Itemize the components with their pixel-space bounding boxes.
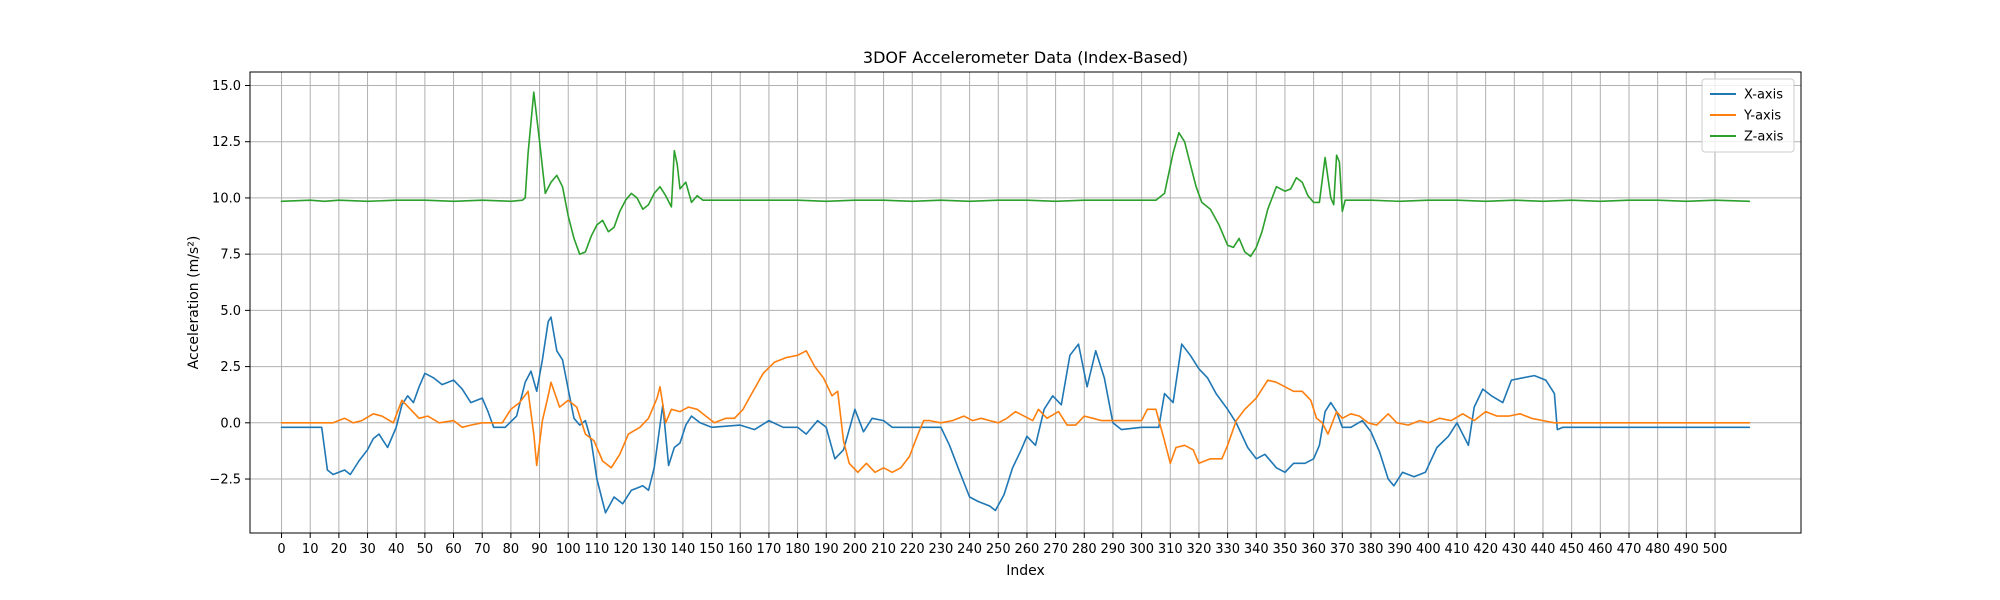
y-tick-label: 0.0	[220, 416, 241, 431]
x-tick-label: 400	[1416, 542, 1441, 557]
x-tick-label: 230	[929, 542, 954, 557]
x-tick-label: 40	[388, 542, 405, 557]
x-tick-label: 500	[1703, 542, 1728, 557]
x-axis-label: Index	[1006, 563, 1045, 579]
x-tick-label: 30	[359, 542, 376, 557]
x-tick-label: 170	[756, 542, 781, 557]
x-axis-ticks: 0 10 20 30 40 50 60 70 80 90 100 110 120 130 140 150 160…	[277, 533, 1727, 557]
y-axis-label: Acceleration (m/s²)	[186, 236, 202, 370]
x-tick-label: 410	[1445, 542, 1470, 557]
series-line-y-axis	[280, 350, 1751, 474]
legend-box	[1701, 78, 1795, 153]
x-tick-label: 180	[785, 542, 810, 557]
x-tick-label: 430	[1502, 542, 1527, 557]
y-tick-label: 7.5	[220, 248, 241, 263]
x-tick-label: 220	[900, 542, 925, 557]
x-tick-label: 150	[699, 542, 724, 557]
y-tick-label: 2.5	[220, 360, 241, 375]
x-tick-label: 310	[1158, 542, 1183, 557]
legend: X-axis Y-axis Z-axis	[1701, 78, 1795, 153]
x-tick-label: 470	[1617, 542, 1642, 557]
legend-label-x-axis: X-axis	[1744, 88, 1783, 103]
legend-label-z-axis: Z-axis	[1744, 130, 1784, 145]
x-tick-label: 290	[1101, 542, 1126, 557]
x-tick-label: 320	[1187, 542, 1212, 557]
x-tick-label: 390	[1387, 542, 1412, 557]
x-tick-label: 10	[302, 542, 319, 557]
x-tick-label: 20	[331, 542, 348, 557]
x-tick-label: 250	[986, 542, 1011, 557]
x-tick-label: 140	[670, 542, 695, 557]
y-tick-label: 12.5	[212, 135, 241, 150]
x-tick-label: 420	[1473, 542, 1498, 557]
y-axis-ticks: −2.5 0.0 2.5 5.0 7.5 10.0 12.5 15.0	[209, 79, 250, 488]
x-tick-label: 370	[1330, 542, 1355, 557]
series-lines	[280, 91, 1751, 514]
x-tick-label: 50	[417, 542, 434, 557]
x-tick-label: 480	[1645, 542, 1670, 557]
x-tick-label: 70	[474, 542, 491, 557]
x-tick-label: 460	[1588, 542, 1613, 557]
x-tick-label: 490	[1674, 542, 1699, 557]
x-tick-label: 330	[1215, 542, 1240, 557]
grid	[250, 72, 1801, 533]
x-tick-label: 440	[1531, 542, 1556, 557]
x-tick-label: 300	[1129, 542, 1154, 557]
y-tick-label: −2.5	[209, 473, 241, 488]
x-tick-label: 340	[1244, 542, 1269, 557]
x-tick-label: 260	[1015, 542, 1040, 557]
x-tick-label: 270	[1043, 542, 1068, 557]
x-tick-label: 130	[642, 542, 667, 557]
y-tick-label: 5.0	[220, 304, 241, 319]
x-tick-label: 350	[1273, 542, 1298, 557]
x-tick-label: 110	[584, 542, 609, 557]
plot-frame	[249, 71, 1802, 534]
x-tick-label: 360	[1301, 542, 1326, 557]
x-tick-label: 210	[871, 542, 896, 557]
y-tick-label: 10.0	[212, 191, 241, 206]
x-tick-label: 380	[1359, 542, 1384, 557]
y-tick-label: 15.0	[212, 79, 241, 94]
x-tick-label: 100	[556, 542, 581, 557]
series-line-z-axis	[280, 91, 1751, 258]
x-tick-label: 190	[814, 542, 839, 557]
x-tick-label: 60	[445, 542, 462, 557]
x-tick-label: 240	[957, 542, 982, 557]
x-tick-label: 90	[531, 542, 548, 557]
x-tick-label: 160	[728, 542, 753, 557]
x-tick-label: 450	[1559, 542, 1584, 557]
x-tick-label: 80	[503, 542, 520, 557]
legend-label-y-axis: Y-axis	[1743, 109, 1781, 124]
chart-title: 3DOF Accelerometer Data (Index-Based)	[863, 48, 1188, 67]
x-tick-label: 120	[613, 542, 638, 557]
series-line-x-axis	[280, 316, 1751, 514]
x-tick-label: 200	[843, 542, 868, 557]
x-tick-label: 0	[277, 542, 285, 557]
x-tick-label: 280	[1072, 542, 1097, 557]
